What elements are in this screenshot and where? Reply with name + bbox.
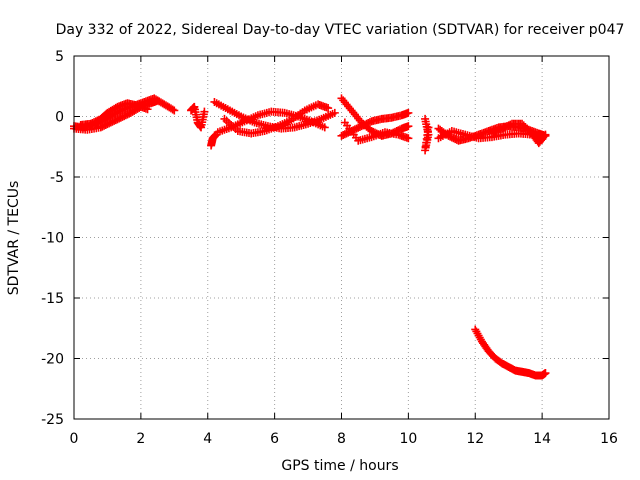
data-point (404, 134, 413, 143)
data-point (324, 104, 333, 113)
x-tick-label: 8 (337, 431, 346, 447)
data-points (70, 94, 550, 380)
data-point (212, 130, 221, 139)
data-point (330, 108, 339, 117)
series-arc-h (207, 130, 221, 150)
y-tick-label: 0 (55, 110, 64, 126)
data-point (404, 108, 413, 117)
series-arc-o (487, 119, 550, 148)
y-axis-label: SDTVAR / TECUs (6, 181, 22, 296)
x-tick-label: 16 (600, 431, 618, 447)
data-point (153, 96, 162, 105)
series-arc-c (76, 99, 152, 129)
x-tick-label: 12 (466, 431, 484, 447)
x-axis-label: GPS time / hours (281, 458, 398, 474)
chart-title: Day 332 of 2022, Sidereal Day-to-day VTE… (56, 22, 625, 38)
data-point (404, 122, 413, 131)
y-tick-label: -20 (41, 352, 64, 368)
series-arc-p (471, 325, 550, 380)
series-arc-l (421, 114, 433, 155)
x-tick-label: 2 (136, 431, 145, 447)
series-arc-d (187, 102, 209, 132)
x-tick-label: 4 (203, 431, 212, 447)
grid (74, 56, 609, 419)
x-tick-label: 14 (533, 431, 551, 447)
series-arc-j (337, 108, 413, 140)
y-axis-ticks: 5 0 -5 -10 -15 -20 -25 (41, 49, 609, 428)
data-point (168, 105, 177, 114)
y-tick-label: -15 (41, 291, 64, 307)
y-tick-label: -25 (41, 412, 64, 428)
y-tick-label: -10 (41, 231, 64, 247)
series-arc-g (220, 100, 333, 138)
data-point (541, 130, 550, 139)
data-point (424, 123, 433, 132)
x-tick-label: 0 (70, 431, 79, 447)
x-tick-label: 10 (399, 431, 417, 447)
data-point (170, 106, 179, 115)
series-arc-k (340, 118, 413, 145)
y-tick-label: 5 (55, 49, 64, 65)
data-point (541, 369, 550, 378)
data-point (143, 105, 152, 114)
x-axis-ticks: 0 2 4 6 8 10 12 14 16 (70, 56, 618, 447)
y-tick-label: -5 (50, 170, 64, 186)
x-tick-label: 6 (270, 431, 279, 447)
data-point (540, 132, 549, 141)
data-point (200, 107, 209, 116)
data-point (320, 123, 329, 132)
